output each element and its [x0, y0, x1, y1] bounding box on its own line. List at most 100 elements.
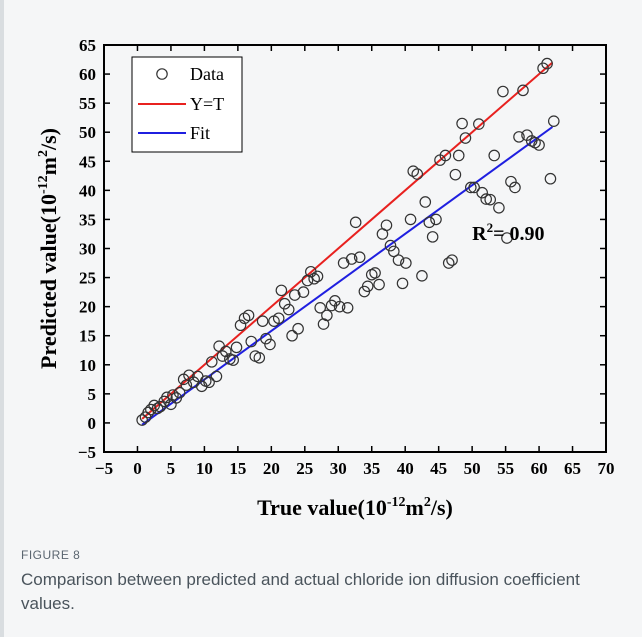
data-point	[419, 196, 432, 208]
x-tick-label: 30	[330, 459, 347, 478]
figure-label: FIGURE 8	[21, 548, 81, 562]
data-point	[497, 85, 509, 98]
y-tick-label: 5	[88, 385, 97, 404]
figure-caption: Comparison between predicted and actual …	[21, 570, 580, 613]
x-tick-label: 25	[296, 459, 313, 478]
data-point	[473, 118, 485, 130]
data-point	[256, 315, 269, 327]
data-point	[253, 352, 266, 364]
data-point	[213, 340, 225, 352]
data-point	[205, 356, 218, 368]
y-tick-label: 25	[79, 269, 96, 288]
data-point	[203, 376, 215, 389]
data-point	[380, 219, 393, 232]
legend-marker-data	[156, 68, 168, 80]
y-tick-label: 65	[79, 36, 96, 55]
data-point	[501, 232, 513, 244]
data-point	[167, 389, 179, 401]
data-point	[464, 181, 477, 194]
scatter-chart: −5 0 5 10 15 20 25 30 35 40 45 50 55 60 65 70 −5 0 5 10 15 20…	[36, 36, 615, 520]
y-tick-label: 50	[79, 123, 96, 142]
y-tick-label: 45	[79, 152, 96, 171]
y-tick-label: 60	[79, 65, 96, 84]
data-point	[136, 414, 148, 426]
data-point	[513, 131, 525, 143]
data-point	[234, 319, 247, 332]
series-group	[136, 57, 560, 426]
data-point	[210, 370, 223, 383]
x-tick-label: 15	[229, 459, 246, 478]
data-point	[282, 303, 295, 316]
data-point	[488, 149, 501, 162]
data-point	[341, 302, 354, 314]
data-point	[292, 322, 304, 335]
data-point	[161, 391, 173, 404]
data-point	[353, 251, 366, 264]
data-point	[245, 335, 258, 348]
data-point	[456, 117, 468, 130]
data-point	[423, 216, 436, 229]
data-point	[321, 309, 333, 322]
y-tick-label: 20	[79, 298, 96, 317]
data-point	[533, 139, 545, 151]
data-point	[349, 216, 362, 229]
data-point	[361, 280, 374, 293]
legend: Data Y=T Fit	[131, 56, 243, 153]
data-point	[314, 302, 326, 314]
data-point	[230, 341, 243, 354]
data-point	[227, 354, 239, 366]
data-point	[411, 168, 424, 180]
x-tick-label: 55	[497, 459, 514, 478]
data-point	[388, 245, 400, 258]
data-point	[493, 202, 505, 214]
data-point	[337, 257, 350, 269]
data-point	[459, 132, 472, 144]
data-point	[404, 213, 417, 226]
data-point	[384, 239, 397, 252]
data-point	[151, 402, 164, 415]
data-point	[476, 186, 488, 199]
data-point	[509, 181, 521, 194]
data-point	[505, 175, 517, 188]
data-point	[242, 309, 255, 322]
data-point	[426, 231, 439, 243]
data-point	[288, 289, 301, 301]
data-point	[142, 406, 154, 419]
data-point	[480, 193, 492, 205]
y-tick-label: 10	[79, 356, 96, 375]
data-point	[544, 172, 557, 185]
data-point	[345, 253, 358, 265]
data-point	[400, 257, 412, 269]
data-point	[297, 286, 310, 298]
data-point	[430, 213, 442, 226]
x-tick-label: 0	[133, 459, 142, 478]
legend-label: Y=T	[190, 94, 224, 114]
data-point	[333, 300, 346, 313]
y-tick-label: 55	[79, 94, 96, 113]
data-point	[442, 257, 455, 269]
y-tick-label: 35	[79, 210, 96, 229]
data-point	[260, 332, 272, 345]
data-point	[439, 149, 452, 162]
data-point	[148, 399, 160, 412]
series-line-fit	[141, 126, 554, 426]
data-point	[373, 278, 385, 291]
data-point	[416, 270, 428, 282]
y-tick-label: 15	[79, 327, 96, 346]
data-point	[173, 386, 186, 399]
x-tick-label: 45	[430, 459, 447, 478]
data-point	[308, 272, 320, 285]
legend-label: Data	[190, 64, 224, 84]
x-tick-label: 35	[363, 459, 380, 478]
data-point	[278, 297, 291, 310]
y-axis-label: Predicted value(10-12m2/s)	[36, 128, 61, 369]
data-point	[446, 254, 458, 266]
data-point	[541, 57, 553, 70]
data-point	[517, 84, 529, 97]
y-tick-label: 0	[88, 414, 97, 433]
r-squared-annotation: R2= 0.90	[472, 220, 544, 245]
x-tick-label: 70	[598, 459, 615, 478]
x-tick-label: 20	[263, 459, 280, 478]
data-point	[275, 284, 288, 297]
y-tick-label: 40	[79, 181, 96, 200]
